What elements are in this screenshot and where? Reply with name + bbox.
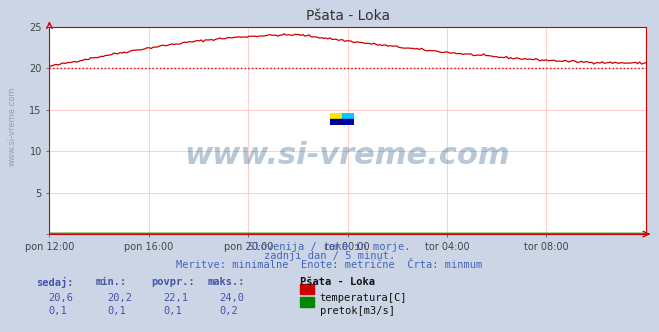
Text: povpr.:: povpr.: <box>152 277 195 287</box>
Text: min.:: min.: <box>96 277 127 287</box>
Text: 20,2: 20,2 <box>107 293 132 303</box>
Text: www.si-vreme.com: www.si-vreme.com <box>8 86 17 166</box>
Bar <box>341 113 353 119</box>
Bar <box>330 119 341 124</box>
Text: 0,1: 0,1 <box>163 306 182 316</box>
Text: 0,1: 0,1 <box>48 306 67 316</box>
Text: maks.:: maks.: <box>208 277 245 287</box>
Bar <box>341 119 353 124</box>
Text: Pšata - Loka: Pšata - Loka <box>300 277 375 287</box>
Text: Slovenija / reke in morje.: Slovenija / reke in morje. <box>248 242 411 252</box>
Text: temperatura[C]: temperatura[C] <box>320 293 407 303</box>
Text: Meritve: minimalne  Enote: metrične  Črta: minmum: Meritve: minimalne Enote: metrične Črta:… <box>177 260 482 270</box>
Text: 24,0: 24,0 <box>219 293 244 303</box>
Text: sedaj:: sedaj: <box>36 277 74 288</box>
Title: Pšata - Loka: Pšata - Loka <box>306 9 389 23</box>
Text: 0,2: 0,2 <box>219 306 238 316</box>
Text: 22,1: 22,1 <box>163 293 188 303</box>
Text: www.si-vreme.com: www.si-vreme.com <box>185 141 511 170</box>
Text: 0,1: 0,1 <box>107 306 126 316</box>
Text: pretok[m3/s]: pretok[m3/s] <box>320 306 395 316</box>
Bar <box>330 113 341 119</box>
Text: zadnji dan / 5 minut.: zadnji dan / 5 minut. <box>264 251 395 261</box>
Text: 20,6: 20,6 <box>48 293 73 303</box>
